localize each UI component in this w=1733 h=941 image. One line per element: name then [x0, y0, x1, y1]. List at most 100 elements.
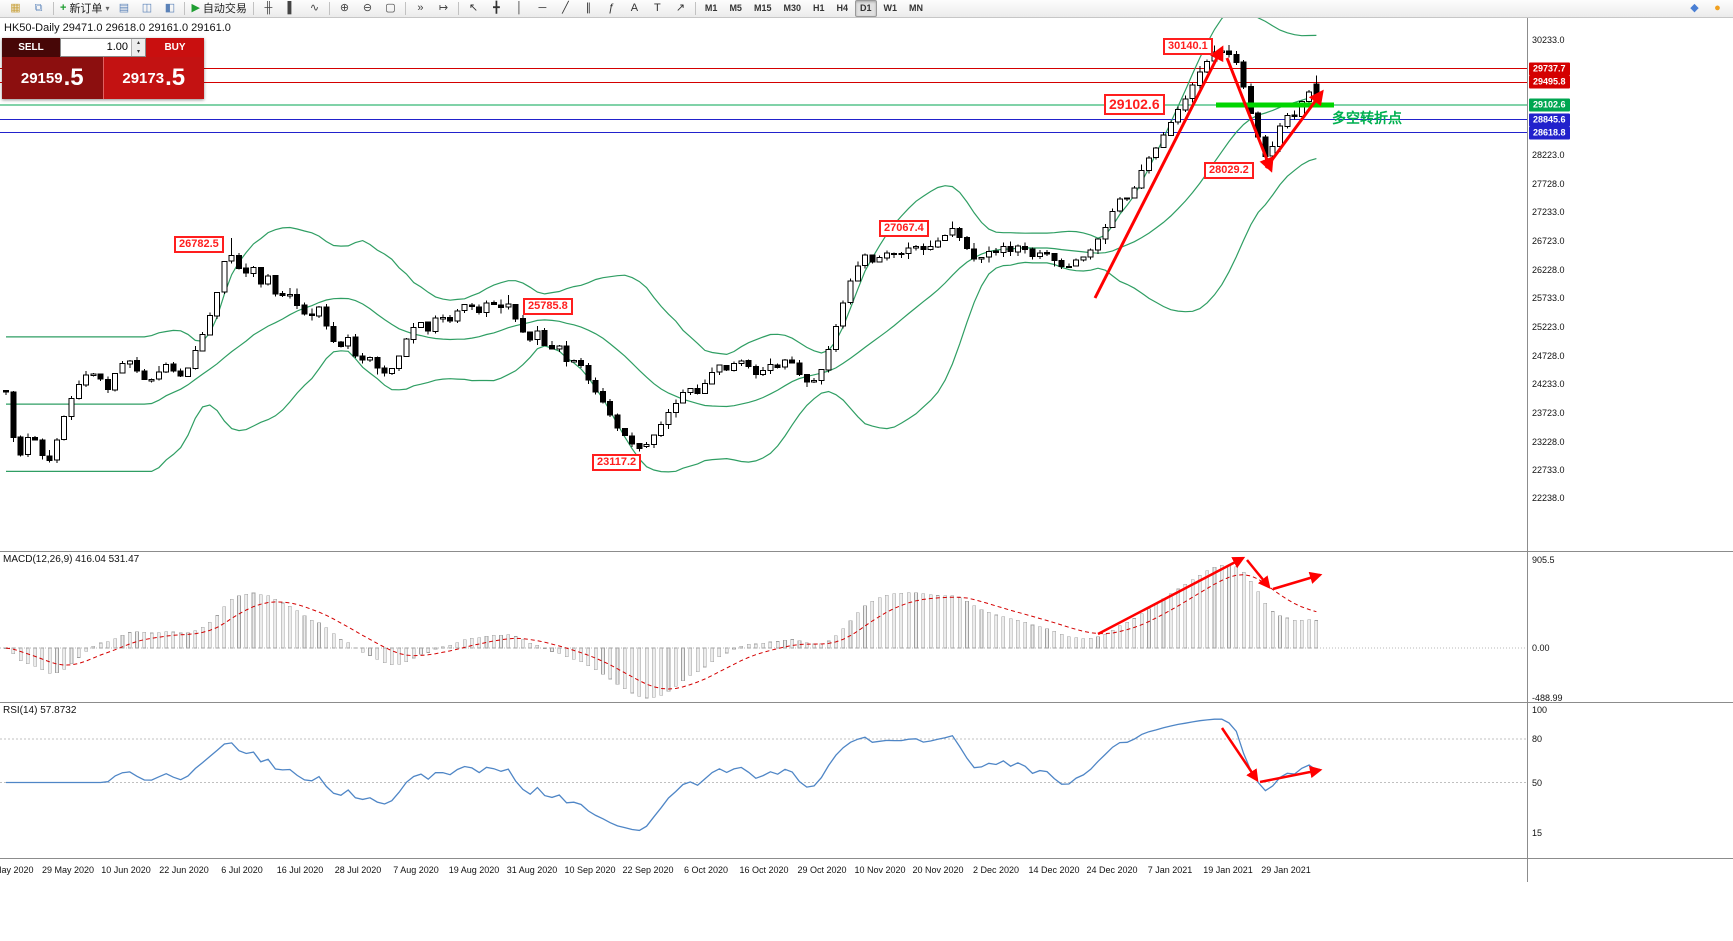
price-axis-tick: 26228.0 [1532, 264, 1565, 275]
bar-chart-icon[interactable]: ╫ [257, 0, 280, 18]
auto-scroll-glyph: » [417, 2, 424, 14]
toolbar-separator [53, 2, 54, 15]
main-toolbar: ▦ ⧉ + 新订单 ▾ ▤ ◫ ◧ ▶ 自动交易 ╫ ▌ ∿ ⊕ ⊖ ▢ » ↦ ↖ ╋ │ ─ ╱ ∥ ƒ A T ↗ M1 M5 M15… [0, 0, 1733, 18]
candlestick-chart-icon[interactable]: ▌ [280, 0, 303, 18]
tile-windows-glyph: ▢ [385, 2, 396, 14]
community-account-glyph: ● [1714, 2, 1721, 14]
price-axis-tick: 22238.0 [1532, 493, 1565, 504]
timeframe-h4[interactable]: H4 [836, 3, 849, 13]
timeframe-h1[interactable]: H1 [812, 3, 825, 13]
buy-price-frac: .5 [165, 64, 186, 91]
date-axis-label: 14 Dec 2020 [1028, 865, 1080, 875]
rsi-panel: 100 80 50 15 RSI(14) 57.8732 [0, 702, 1733, 858]
new-order-button[interactable]: + 新订单 ▾ [57, 0, 112, 18]
buy-button[interactable]: BUY [146, 38, 204, 57]
toolbar-separator [404, 2, 406, 15]
volume-up-button[interactable]: ▴ [132, 39, 145, 48]
date-axis-label: 10 Nov 2020 [854, 865, 906, 875]
fibonacci-icon[interactable]: ƒ [600, 0, 623, 18]
price-axis-tick: 22733.0 [1532, 465, 1565, 475]
date-axis-label: 7 Aug 2020 [393, 865, 439, 875]
chart-shift-glyph: ↦ [438, 2, 449, 14]
equidistant-channel-icon[interactable]: ∥ [577, 0, 600, 18]
main-chart-panel: 30233.0 28223.0 27728.0 27233.0 26723.0 26228… [0, 18, 1733, 551]
timeframe-m1[interactable]: M1 [704, 3, 718, 13]
new-chart-glyph: ▦ [10, 2, 21, 14]
community-account-icon[interactable]: ● [1706, 0, 1729, 18]
one-click-trading-widget: SELL 1.00 ▴ ▾ BUY 29159 .5 29173 .5 [2, 38, 204, 99]
toolbar-separator [328, 2, 330, 15]
vertical-line-icon[interactable]: │ [508, 0, 531, 18]
arrows-tool-icon[interactable]: ↗ [669, 0, 692, 18]
price-axis-tick: 23723.0 [1532, 408, 1565, 419]
buy-price[interactable]: 29173 .5 [102, 57, 204, 99]
zoom-out-icon[interactable]: ⊖ [356, 0, 379, 18]
timeframe-m5[interactable]: M5 [729, 3, 742, 13]
auto-scroll-icon[interactable]: » [409, 0, 432, 18]
price-axis-tag: 28845.6 [1529, 113, 1570, 127]
time-axis[interactable]: 9 May 2020 29 May 2020 10 Jun 2020 22 Jun 2… [0, 858, 1733, 882]
price-axis-tick: 25223.0 [1532, 322, 1565, 333]
metaquotes-glyph: ◆ [1690, 2, 1699, 14]
market-watch-icon[interactable]: ▤ [112, 0, 135, 18]
zoom-in-icon[interactable]: ⊕ [333, 0, 356, 18]
chart-preview-glyph: ⧉ [34, 2, 43, 14]
macd-chart[interactable] [0, 552, 1527, 702]
tile-windows-icon[interactable]: ▢ [379, 0, 402, 18]
trendline-icon[interactable]: ╱ [554, 0, 577, 18]
macd-axis[interactable]: 905.5 0.00 -488.99 [1527, 552, 1733, 702]
rsi-label: RSI(14) 57.8732 [3, 705, 77, 716]
arrows-tool-glyph: ↗ [675, 2, 686, 14]
autotrading-label: 自动交易 [202, 2, 247, 15]
pivot-point-label: 多空转折点 [1332, 110, 1402, 126]
line-chart-icon[interactable]: ∿ [303, 0, 326, 18]
metaquotes-icon[interactable]: ◆ [1683, 0, 1706, 18]
new-order-dropdown-icon[interactable]: ▾ [105, 4, 110, 13]
timeframe-m30[interactable]: M30 [783, 3, 801, 13]
price-axis-tick: 30233.0 [1532, 35, 1565, 46]
rsi-axis-tick: 15 [1532, 828, 1543, 839]
macd-panel: 905.5 0.00 -488.99 MACD(12,26,9) 416.04 53… [0, 551, 1733, 702]
price-axis-tick: 24233.0 [1532, 379, 1565, 389]
price-axis-tick: 24728.0 [1532, 350, 1565, 361]
crosshair-icon[interactable]: ╋ [485, 0, 508, 18]
text-icon[interactable]: A [623, 0, 646, 18]
sell-button[interactable]: SELL [2, 38, 60, 57]
navigator-icon[interactable]: ◧ [158, 0, 181, 18]
chart-preview-icon[interactable]: ⧉ [27, 0, 50, 18]
horizontal-line-glyph: ─ [538, 2, 547, 14]
price-axis-tick: 27728.0 [1532, 178, 1565, 189]
timeframe-w1[interactable]: W1 [883, 3, 898, 13]
volume-input[interactable]: 1.00 ▴ ▾ [60, 38, 146, 57]
autotrading-icon: ▶ [191, 2, 200, 14]
text-label-icon[interactable]: T [646, 0, 669, 18]
date-axis-label: 9 May 2020 [0, 865, 34, 875]
price-axis[interactable]: 30233.0 28223.0 27728.0 27233.0 26723.0 26228… [1527, 18, 1733, 551]
date-axis-label: 6 Oct 2020 [683, 865, 729, 875]
candlestick-chart[interactable] [0, 18, 1527, 551]
text-label-glyph: T [654, 2, 661, 14]
sell-price[interactable]: 29159 .5 [2, 57, 103, 99]
horizontal-line-icon[interactable]: ─ [531, 0, 554, 18]
cursor-icon[interactable]: ↖ [462, 0, 485, 18]
timeframe-m15[interactable]: M15 [753, 3, 772, 13]
rsi-axis[interactable]: 100 80 50 15 [1527, 703, 1733, 858]
toolbar-separator [184, 2, 186, 15]
volume-value[interactable]: 1.00 [106, 41, 128, 53]
volume-down-button[interactable]: ▾ [132, 47, 145, 56]
new-order-icon: + [60, 2, 67, 14]
autotrading-button[interactable]: ▶ 自动交易 [188, 0, 249, 18]
date-axis-label: 10 Jun 2020 [101, 865, 151, 875]
timeframe-mn[interactable]: MN [909, 3, 924, 13]
toolbar-separator [252, 2, 254, 15]
toolbar-separator [457, 2, 459, 15]
new-chart-icon[interactable]: ▦ [4, 0, 27, 18]
axis-separator [1527, 859, 1528, 882]
data-window-icon[interactable]: ◫ [135, 0, 158, 18]
rsi-chart[interactable] [0, 703, 1527, 858]
price-axis-tag: 29102.6 [1529, 98, 1570, 112]
chart-shift-icon[interactable]: ↦ [432, 0, 455, 18]
timeframe-d1[interactable]: D1 [855, 0, 877, 17]
chart-ohlc-title: HK50-Daily 29471.0 29618.0 29161.0 29161… [4, 22, 231, 34]
zoom-in-glyph: ⊕ [339, 2, 350, 14]
